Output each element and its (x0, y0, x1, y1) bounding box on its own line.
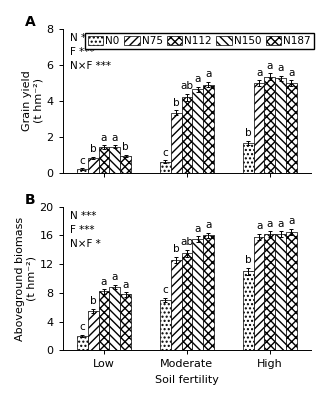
Text: c: c (79, 322, 85, 332)
Text: a: a (277, 63, 284, 73)
Bar (254, 237, 265, 350)
Bar (88, 158, 99, 173)
Bar (181, 253, 192, 350)
Text: a: a (205, 220, 212, 230)
Bar (88, 311, 99, 350)
Bar (99, 147, 110, 173)
Text: N ***
F ***
N×F *: N *** F *** N×F * (70, 211, 101, 249)
Text: a: a (267, 218, 273, 228)
Text: a: a (205, 70, 212, 80)
Bar (77, 336, 88, 350)
Text: a: a (101, 277, 107, 287)
Text: a: a (288, 68, 295, 78)
Bar (275, 78, 286, 173)
Legend: N0, N75, N112, N150, N187: N0, N75, N112, N150, N187 (85, 33, 314, 49)
Bar (254, 83, 265, 173)
Text: b: b (173, 244, 180, 254)
Bar (120, 294, 131, 350)
Text: c: c (79, 156, 85, 166)
Bar (77, 169, 88, 173)
Bar (160, 162, 171, 173)
Text: a: a (195, 224, 201, 234)
Text: a: a (195, 74, 201, 84)
Text: b: b (245, 128, 251, 138)
Text: a: a (122, 280, 129, 290)
Text: b: b (245, 255, 251, 265)
Bar (192, 89, 203, 173)
Bar (243, 143, 254, 173)
Bar (192, 239, 203, 350)
Text: b: b (90, 296, 96, 306)
Text: a: a (112, 133, 118, 143)
Bar (286, 232, 297, 350)
Bar (265, 234, 275, 350)
Bar (110, 147, 120, 173)
Text: N ***
F ***
N×F ***: N *** F *** N×F *** (70, 33, 111, 71)
Bar (110, 287, 120, 350)
X-axis label: Soil fertility: Soil fertility (155, 375, 219, 385)
Text: A: A (25, 15, 36, 29)
Bar (275, 234, 286, 350)
Text: a: a (277, 218, 284, 228)
Bar (99, 292, 110, 350)
Bar (203, 85, 214, 173)
Text: B: B (25, 193, 36, 207)
Bar (171, 260, 181, 350)
Text: a: a (256, 221, 262, 231)
Y-axis label: Aboveground biomass
(t hm⁻²): Aboveground biomass (t hm⁻²) (15, 216, 37, 340)
Text: c: c (163, 148, 168, 158)
Text: b: b (173, 98, 180, 108)
Bar (171, 112, 181, 173)
Text: a: a (101, 133, 107, 143)
Text: a: a (256, 68, 262, 78)
Bar (265, 77, 275, 173)
Text: ab: ab (181, 237, 194, 247)
Bar (203, 236, 214, 350)
Y-axis label: Grain yield
(t hm⁻²): Grain yield (t hm⁻²) (22, 70, 43, 131)
Bar (286, 83, 297, 173)
Text: a: a (267, 61, 273, 71)
Text: b: b (122, 142, 129, 152)
Bar (243, 271, 254, 350)
Text: a: a (112, 272, 118, 282)
Text: ab: ab (181, 81, 194, 91)
Bar (160, 300, 171, 350)
Text: b: b (90, 144, 96, 154)
Bar (181, 97, 192, 173)
Bar (120, 156, 131, 173)
Text: a: a (288, 216, 295, 226)
Text: c: c (163, 285, 168, 295)
